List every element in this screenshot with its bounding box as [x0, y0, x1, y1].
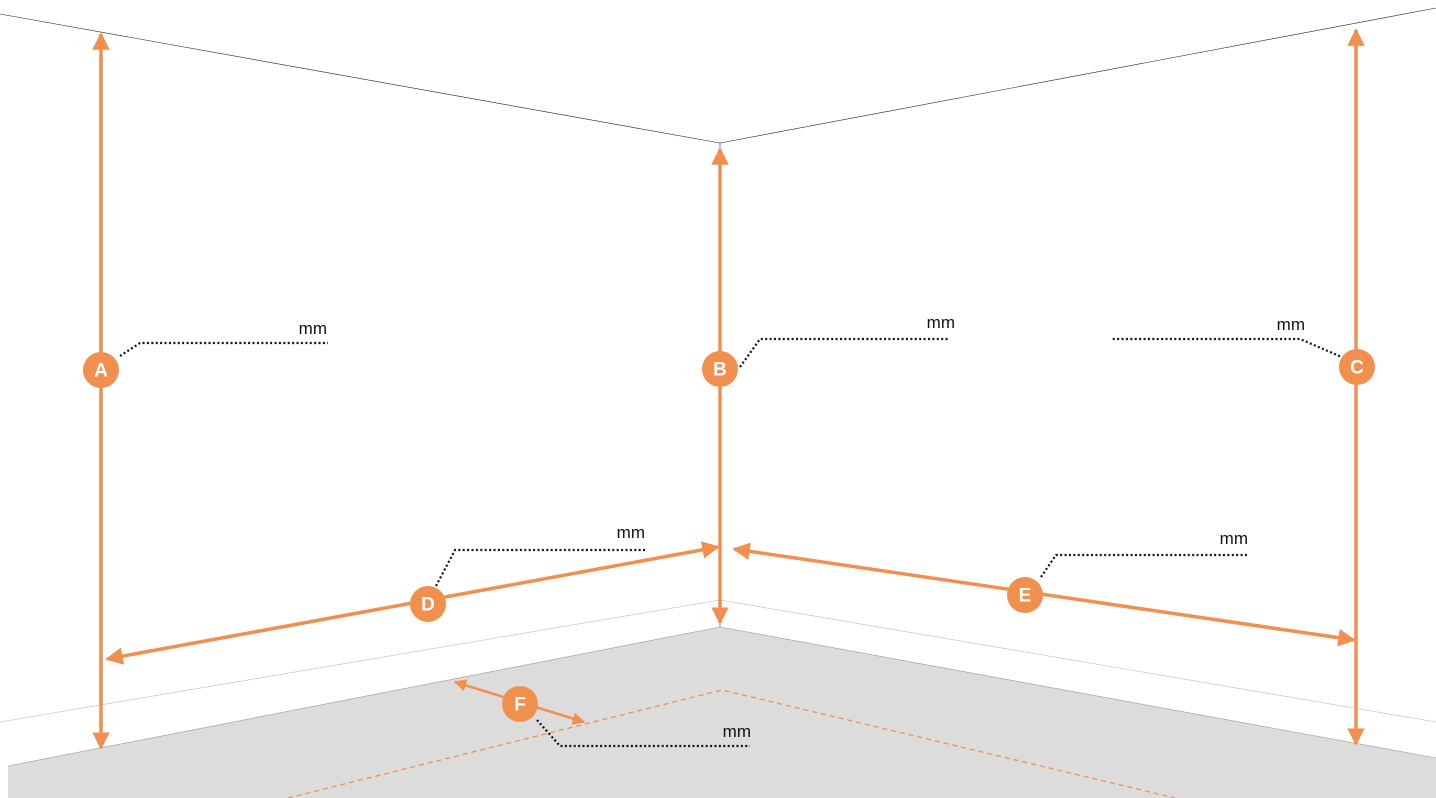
dimension-line-e: [732, 542, 1356, 647]
leader-a: [119, 341, 328, 357]
unit-label-c: mm: [1277, 315, 1305, 334]
badge-c: C: [1339, 349, 1375, 385]
floor-offset-line: [287, 689, 1176, 798]
unit-label-d: mm: [617, 523, 645, 542]
leader-e: [1040, 553, 1248, 578]
badge-e: E: [1007, 577, 1043, 613]
leader-lines: [119, 337, 1345, 748]
unit-label-e: mm: [1220, 529, 1248, 548]
badge-f: F: [502, 686, 538, 722]
leader-b: [739, 337, 948, 368]
unit-label-f: mm: [723, 722, 751, 741]
unit-label-a: mm: [299, 319, 327, 338]
unit-label-b: mm: [927, 313, 955, 332]
leader-c: [1111, 337, 1345, 360]
badge-label-a: A: [94, 361, 108, 382]
badge-b: B: [702, 351, 738, 387]
badge-label-c: C: [1350, 358, 1364, 379]
leader-d: [435, 548, 645, 587]
badge-label-d: D: [421, 595, 435, 616]
badge-label-f: F: [514, 695, 526, 716]
badge-label-b: B: [713, 360, 727, 381]
unit-labels: mm mm mm mm mm mm: [299, 313, 1305, 741]
badge-a: A: [83, 352, 119, 388]
floor: [8, 627, 1436, 798]
badge-label-e: E: [1019, 586, 1032, 607]
badge-d: D: [410, 586, 446, 622]
